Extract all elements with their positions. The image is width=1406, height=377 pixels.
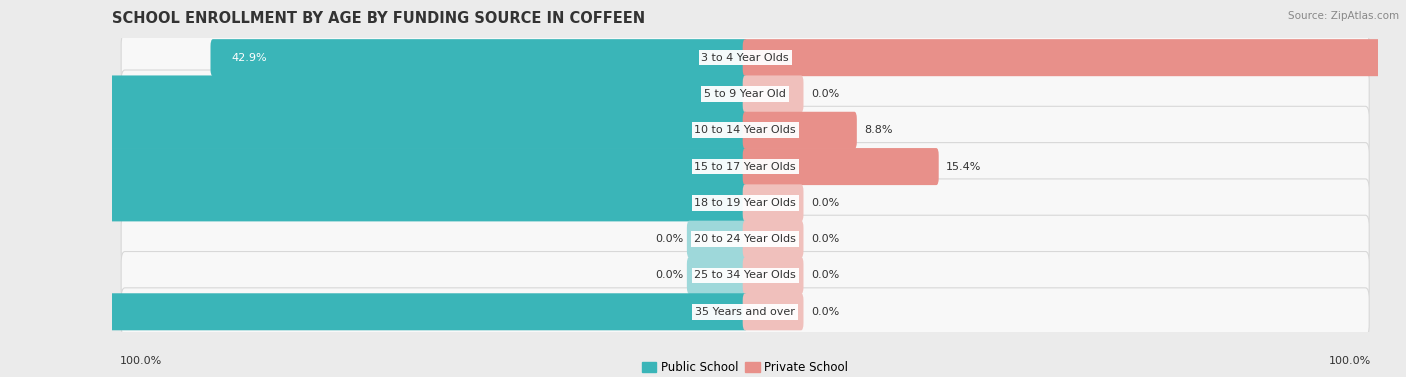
Text: 100.0%: 100.0%: [1329, 356, 1371, 366]
Text: 100.0%: 100.0%: [120, 356, 162, 366]
Text: Source: ZipAtlas.com: Source: ZipAtlas.com: [1288, 11, 1399, 21]
Text: 15 to 17 Year Olds: 15 to 17 Year Olds: [695, 162, 796, 172]
FancyBboxPatch shape: [0, 293, 748, 330]
FancyBboxPatch shape: [121, 143, 1369, 190]
Text: 15.4%: 15.4%: [946, 162, 981, 172]
FancyBboxPatch shape: [121, 288, 1369, 336]
Text: 35 Years and over: 35 Years and over: [695, 307, 796, 317]
Text: 0.0%: 0.0%: [655, 234, 683, 244]
FancyBboxPatch shape: [121, 179, 1369, 227]
Text: 0.0%: 0.0%: [811, 198, 839, 208]
FancyBboxPatch shape: [211, 39, 748, 76]
Text: 25 to 34 Year Olds: 25 to 34 Year Olds: [695, 270, 796, 280]
FancyBboxPatch shape: [121, 34, 1369, 82]
FancyBboxPatch shape: [121, 251, 1369, 299]
Text: 20 to 24 Year Olds: 20 to 24 Year Olds: [695, 234, 796, 244]
Text: 18 to 19 Year Olds: 18 to 19 Year Olds: [695, 198, 796, 208]
FancyBboxPatch shape: [742, 148, 939, 185]
Text: 0.0%: 0.0%: [811, 234, 839, 244]
FancyBboxPatch shape: [742, 221, 803, 258]
Legend: Public School, Private School: Public School, Private School: [637, 356, 853, 377]
FancyBboxPatch shape: [0, 112, 748, 149]
FancyBboxPatch shape: [0, 75, 748, 112]
FancyBboxPatch shape: [121, 106, 1369, 154]
Text: 0.0%: 0.0%: [811, 270, 839, 280]
FancyBboxPatch shape: [742, 257, 803, 294]
Text: SCHOOL ENROLLMENT BY AGE BY FUNDING SOURCE IN COFFEEN: SCHOOL ENROLLMENT BY AGE BY FUNDING SOUR…: [112, 11, 645, 26]
FancyBboxPatch shape: [742, 293, 803, 330]
FancyBboxPatch shape: [742, 112, 856, 149]
Text: 3 to 4 Year Olds: 3 to 4 Year Olds: [702, 53, 789, 63]
FancyBboxPatch shape: [688, 257, 748, 294]
Text: 8.8%: 8.8%: [865, 125, 893, 135]
FancyBboxPatch shape: [0, 148, 748, 185]
FancyBboxPatch shape: [0, 184, 748, 221]
FancyBboxPatch shape: [742, 184, 803, 221]
FancyBboxPatch shape: [121, 70, 1369, 118]
Text: 5 to 9 Year Old: 5 to 9 Year Old: [704, 89, 786, 99]
FancyBboxPatch shape: [742, 75, 803, 112]
FancyBboxPatch shape: [688, 221, 748, 258]
FancyBboxPatch shape: [742, 39, 1406, 76]
Text: 0.0%: 0.0%: [811, 307, 839, 317]
Text: 0.0%: 0.0%: [811, 89, 839, 99]
FancyBboxPatch shape: [121, 215, 1369, 263]
Text: 10 to 14 Year Olds: 10 to 14 Year Olds: [695, 125, 796, 135]
Text: 42.9%: 42.9%: [232, 53, 267, 63]
Text: 0.0%: 0.0%: [655, 270, 683, 280]
